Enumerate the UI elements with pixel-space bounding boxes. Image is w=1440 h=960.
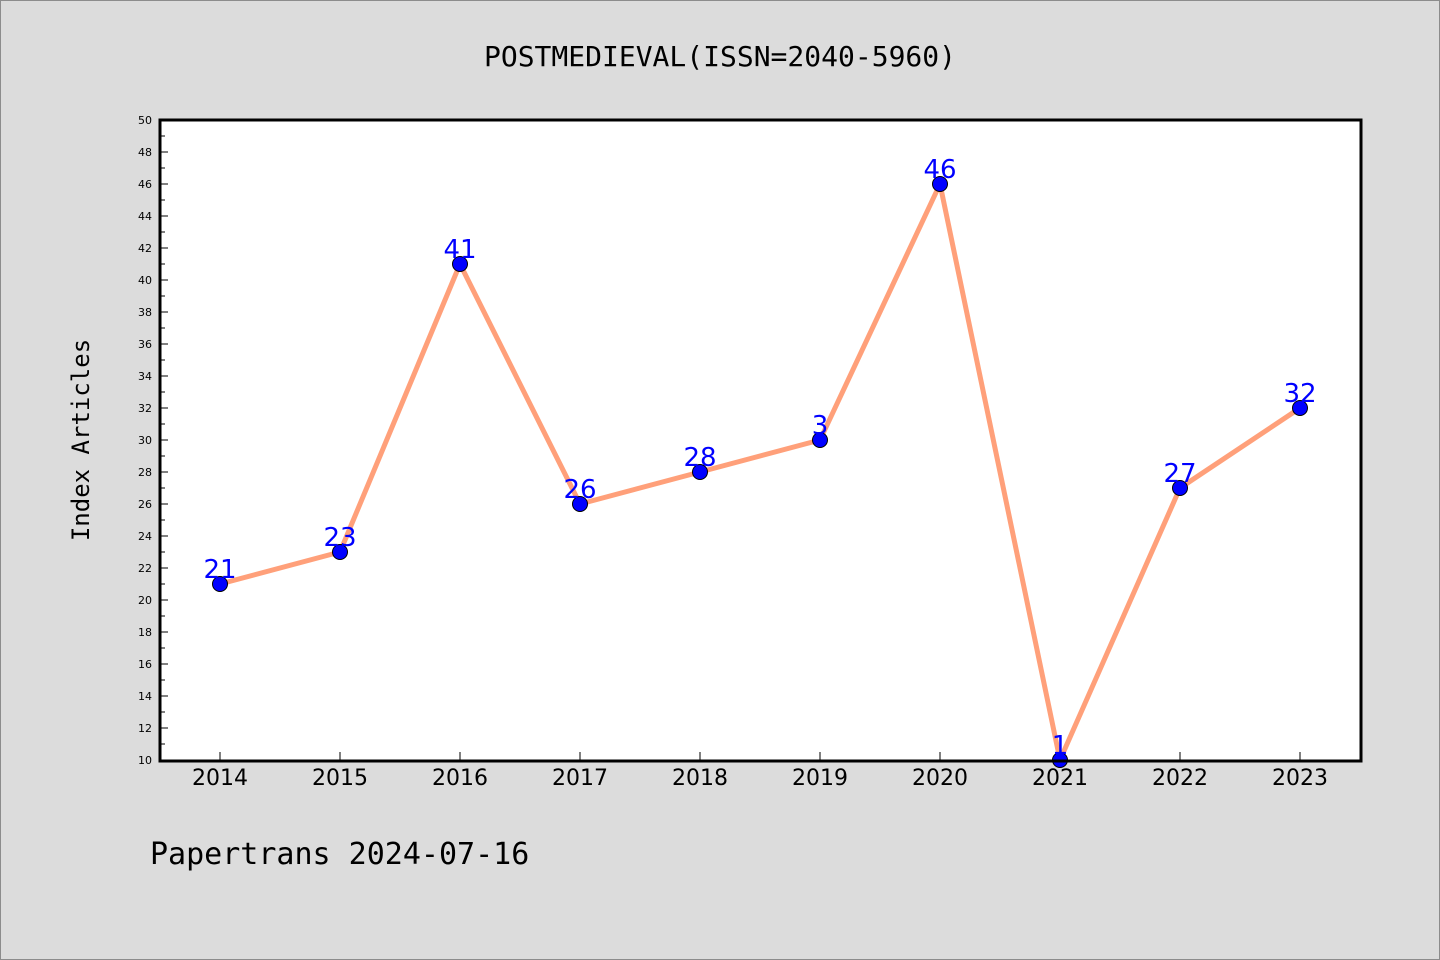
x-axis-ticks: 2014 2015 2016 2017 2018 2019 2020 2021 2022 2023 [192, 752, 1328, 791]
y-tick-label: 36 [138, 338, 152, 351]
y-tick-label: 14 [138, 690, 152, 703]
x-tick-label: 2020 [912, 766, 968, 791]
x-tick-label: 2022 [1152, 766, 1208, 791]
data-point [332, 544, 348, 560]
data-label: 21 [203, 555, 236, 585]
footer-text: Papertrans 2024-07-16 [150, 837, 529, 872]
y-tick-label: 38 [138, 306, 152, 319]
data-label: 32 [1283, 379, 1316, 409]
y-tick-label: 20 [138, 594, 152, 607]
y-tick-label: 40 [138, 274, 152, 287]
data-label: 23 [323, 523, 356, 553]
x-tick-label: 2014 [192, 766, 248, 791]
y-tick-label: 48 [138, 146, 152, 159]
y-tick-label: 44 [138, 210, 152, 223]
data-label: 28 [683, 443, 716, 473]
x-tick-label: 2023 [1272, 766, 1328, 791]
plot-area [160, 120, 1361, 761]
y-tick-label: 16 [138, 658, 152, 671]
data-labels: 21 23 41 26 28 3 46 1 27 32 [203, 155, 1316, 761]
data-point [452, 256, 468, 272]
data-point [812, 432, 828, 448]
data-label: 26 [563, 475, 596, 505]
series-line-group [217, 181, 1303, 763]
y-axis-label: Index Articles [67, 339, 95, 541]
y-tick-label: 34 [138, 370, 152, 383]
y-tick-label: 22 [138, 562, 152, 575]
data-label: 41 [443, 235, 476, 265]
x-tick-label: 2019 [792, 766, 848, 791]
x-tick-label: 2016 [432, 766, 488, 791]
y-tick-label: 26 [138, 498, 152, 511]
data-point [572, 496, 588, 512]
y-tick-label: 46 [138, 178, 152, 191]
data-label: 3 [812, 411, 829, 441]
data-point [1292, 400, 1308, 416]
data-label: 27 [1163, 459, 1196, 489]
series-line [217, 181, 1303, 763]
data-label: 1 [1052, 731, 1069, 761]
data-point [1172, 480, 1188, 496]
data-label: 46 [923, 155, 956, 185]
data-point [212, 576, 228, 592]
x-tick-label: 2015 [312, 766, 368, 791]
y-tick-label: 50 [138, 114, 152, 127]
y-tick-label: 10 [138, 754, 152, 767]
y-tick-label: 24 [138, 530, 152, 543]
x-tick-label: 2017 [552, 766, 608, 791]
y-tick-label: 42 [138, 242, 152, 255]
chart-title: POSTMEDIEVAL(ISSN=2040-5960) [484, 40, 956, 73]
plot-border [158, 118, 1363, 763]
y-tick-label: 30 [138, 434, 152, 447]
y-tick-label: 28 [138, 466, 152, 479]
data-point [932, 176, 948, 192]
data-markers [212, 176, 1308, 768]
y-tick-label: 12 [138, 722, 152, 735]
data-point [692, 464, 708, 480]
y-tick-label: 32 [138, 402, 152, 415]
x-tick-label: 2018 [672, 766, 728, 791]
y-tick-label: 18 [138, 626, 152, 639]
x-tick-label: 2021 [1032, 766, 1088, 791]
y-axis-ticks: 10 12 14 16 18 20 22 24 26 28 30 32 34 36 38 40 42 44 46 48… [138, 114, 168, 767]
